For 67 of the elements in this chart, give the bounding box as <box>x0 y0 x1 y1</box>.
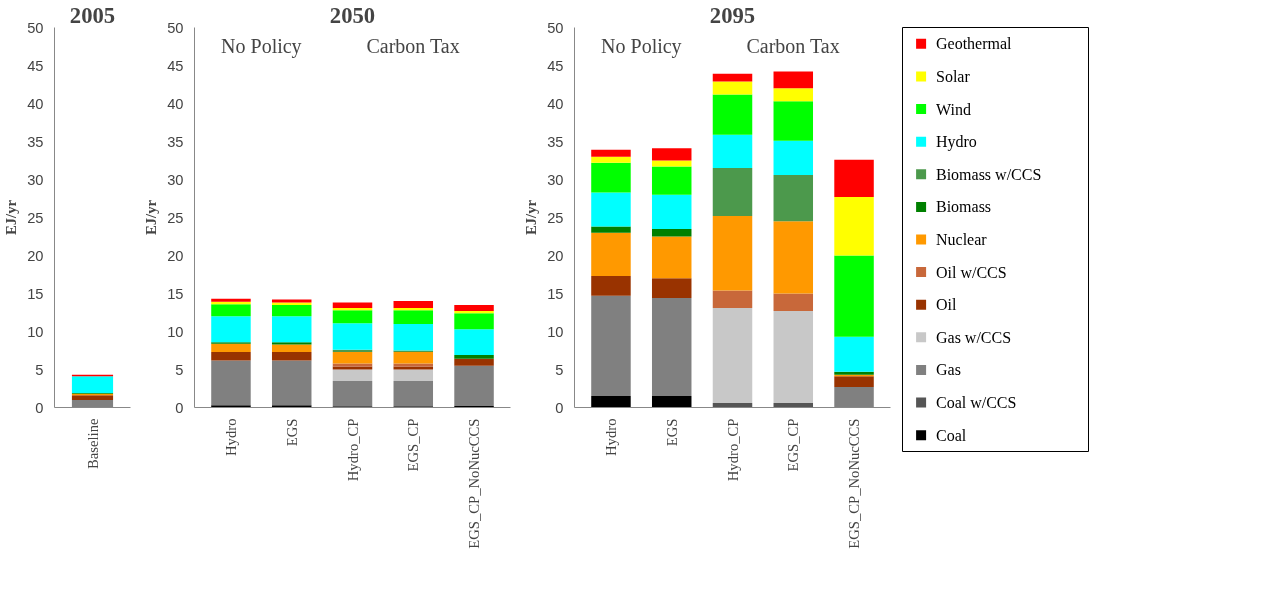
legend-label: Coal w/CCS <box>935 394 1017 412</box>
x-tick-label: EGS <box>283 418 300 447</box>
y-tick-label: 25 <box>547 209 564 226</box>
annotation: Carbon Tax <box>366 35 460 58</box>
x-tick-label: Baseline <box>84 418 101 469</box>
y-tick-label: 50 <box>27 19 44 36</box>
legend-label: Coal <box>935 426 967 444</box>
x-tick-label: EGS <box>663 418 680 447</box>
x-tick-label: Hydro <box>602 418 619 456</box>
legend-label: Geothermal <box>935 35 1013 53</box>
y-tick-label: 40 <box>167 95 184 112</box>
y-tick-label: 25 <box>27 209 44 226</box>
x-tick-label: Hydro_CP <box>724 418 741 482</box>
y-tick-label: 30 <box>27 171 44 188</box>
y-tick-label: 40 <box>27 95 44 112</box>
y-tick-label: 5 <box>555 361 564 378</box>
y-tick-label: 25 <box>167 209 184 226</box>
y-axis-title: EJ/yr <box>523 199 540 235</box>
y-tick-label: 35 <box>547 133 564 150</box>
annotation: No Policy <box>221 35 302 59</box>
y-tick-label: 10 <box>27 323 44 340</box>
legend-label: Nuclear <box>935 231 988 248</box>
y-tick-label: 0 <box>555 399 564 416</box>
legend-label: Oil w/CCS <box>935 263 1007 281</box>
y-tick-label: 15 <box>167 285 184 302</box>
y-tick-label: 10 <box>167 323 184 340</box>
y-tick-label: 0 <box>35 399 44 416</box>
x-tick-label: EGS_CP_NoNucCCS <box>846 418 863 549</box>
y-tick-label: 30 <box>167 171 184 188</box>
legend-label: Wind <box>935 100 971 118</box>
y-tick-label: 15 <box>27 285 44 302</box>
x-tick-label: EGS_CP <box>785 418 802 472</box>
y-tick-label: 30 <box>547 171 564 188</box>
legend-label: Biomass <box>935 198 992 216</box>
y-tick-label: 0 <box>175 399 184 416</box>
y-axis-title: EJ/yr <box>3 199 20 235</box>
y-tick-label: 20 <box>547 247 564 264</box>
y-tick-label: 20 <box>27 247 44 264</box>
y-axis-title: EJ/yr <box>143 199 160 235</box>
x-tick-label: EGS_CP_NoNucCCS <box>466 418 483 549</box>
legend-label: Solar <box>935 67 971 85</box>
y-tick-label: 5 <box>175 361 184 378</box>
legend-label: Biomass w/CCS <box>935 165 1042 183</box>
y-tick-label: 45 <box>547 57 564 74</box>
y-tick-label: 10 <box>547 323 564 340</box>
legend-label: Hydro <box>935 133 977 152</box>
legend-label: Gas <box>935 361 961 379</box>
annotation: Carbon Tax <box>746 35 840 58</box>
y-tick-label: 35 <box>27 133 44 150</box>
y-tick-label: 40 <box>547 95 564 112</box>
x-tick-label: EGS_CP <box>405 418 422 472</box>
chart-title: 2005 <box>69 2 116 28</box>
x-tick-label: Hydro_CP <box>344 418 361 482</box>
annotation: No Policy <box>601 35 682 59</box>
y-tick-label: 50 <box>547 19 564 36</box>
y-tick-label: 20 <box>167 247 184 264</box>
x-tick-label: Hydro <box>222 418 239 456</box>
y-tick-label: 35 <box>167 133 184 150</box>
y-tick-label: 50 <box>167 19 184 36</box>
y-tick-label: 5 <box>35 361 44 378</box>
y-tick-label: 15 <box>547 285 564 302</box>
y-tick-label: 45 <box>27 57 44 74</box>
legend-label: Gas w/CCS <box>935 328 1012 346</box>
legend-label: Oil <box>935 296 957 314</box>
chart-title: 2050 <box>329 2 376 28</box>
y-tick-label: 45 <box>167 57 184 74</box>
chart-title: 2095 <box>709 2 756 28</box>
